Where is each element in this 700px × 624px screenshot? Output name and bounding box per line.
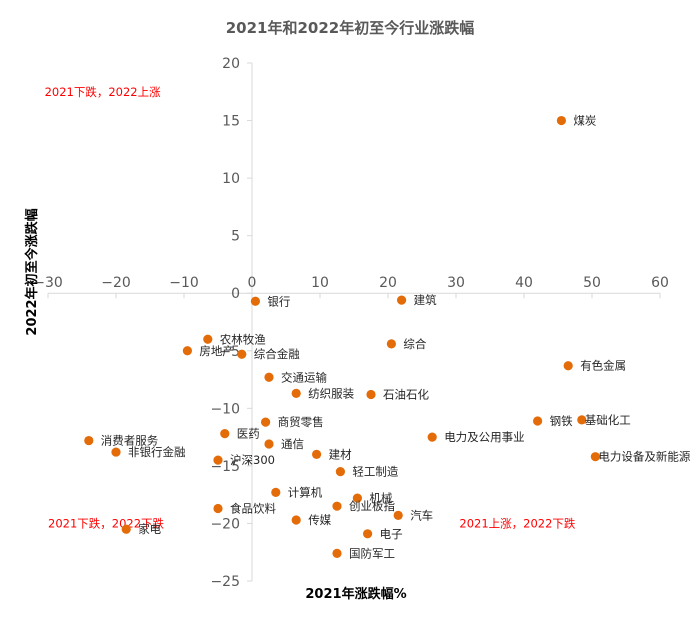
data-point bbox=[332, 501, 342, 511]
y-tick-label: 0 bbox=[231, 286, 240, 302]
axes bbox=[47, 62, 661, 582]
point-label: 纺织服装 bbox=[308, 386, 354, 400]
point-label: 综合 bbox=[403, 337, 426, 351]
point-label: 沪深300 bbox=[230, 453, 275, 467]
x-axis-title: 2021年涨跌幅% bbox=[305, 586, 406, 602]
point-label: 商贸零售 bbox=[278, 415, 324, 429]
x-tick-label: 50 bbox=[583, 275, 601, 291]
data-point bbox=[271, 487, 281, 497]
data-point bbox=[335, 467, 345, 477]
data-point bbox=[291, 388, 301, 398]
point-label: 非银行金融 bbox=[128, 445, 186, 459]
point-label: 电力设备及新能源 bbox=[598, 450, 690, 464]
point-label: 建材 bbox=[329, 447, 352, 461]
quadrant-annotation: 2021下跌，2022下跌 bbox=[48, 516, 165, 530]
data-point bbox=[393, 510, 403, 520]
data-point bbox=[203, 334, 213, 344]
point-label: 有色金属 bbox=[580, 359, 626, 373]
point-label: 机械 bbox=[369, 491, 392, 505]
y-tick-label: −20 bbox=[210, 516, 240, 532]
point-label: 电力及公用事业 bbox=[444, 430, 525, 444]
y-axis-title: 2022年初至今涨跌幅 bbox=[24, 208, 40, 335]
point-label: 基础化工 bbox=[585, 413, 631, 427]
point-label: 家电 bbox=[138, 522, 161, 536]
data-point bbox=[397, 295, 407, 305]
data-point bbox=[237, 349, 247, 359]
x-tick-label: 40 bbox=[515, 275, 533, 291]
data-point bbox=[563, 361, 573, 371]
data-point bbox=[352, 493, 362, 503]
data-point bbox=[332, 548, 342, 558]
point-label: 农林牧渔 bbox=[220, 332, 266, 346]
data-point bbox=[533, 416, 543, 426]
point-label: 银行 bbox=[267, 294, 290, 308]
x-tick-label: −20 bbox=[101, 275, 131, 291]
point-label: 电子 bbox=[380, 527, 403, 541]
x-tick-label: 0 bbox=[248, 275, 257, 291]
data-point bbox=[264, 439, 274, 449]
point-label: 计算机 bbox=[288, 485, 323, 499]
data-point bbox=[250, 296, 260, 306]
data-point bbox=[261, 417, 271, 427]
data-point bbox=[220, 429, 230, 439]
y-tick-label: 10 bbox=[222, 171, 240, 187]
x-tick-label: −30 bbox=[33, 275, 63, 291]
y-tick-label: 20 bbox=[222, 56, 240, 72]
data-point bbox=[427, 432, 437, 442]
data-point bbox=[213, 503, 223, 514]
data-point bbox=[264, 372, 274, 382]
point-label: 交通运输 bbox=[281, 370, 327, 384]
point-label: 医药 bbox=[237, 427, 260, 441]
point-label: 国防军工 bbox=[349, 546, 395, 560]
quadrant-annotation: 2021下跌，2022上涨 bbox=[45, 85, 162, 99]
data-point bbox=[590, 452, 601, 462]
y-tick-label: 5 bbox=[231, 229, 240, 245]
point-label: 综合金融 bbox=[254, 347, 300, 361]
data-point bbox=[121, 524, 131, 534]
data-point bbox=[363, 529, 373, 539]
data-points bbox=[84, 115, 601, 558]
data-point bbox=[577, 415, 587, 425]
point-label: 石油石化 bbox=[383, 388, 429, 402]
y-tick-label: −10 bbox=[210, 401, 240, 417]
data-point bbox=[291, 515, 301, 525]
x-tick-label: 20 bbox=[379, 275, 397, 291]
data-point bbox=[84, 435, 94, 446]
x-tick-label: 60 bbox=[651, 275, 669, 291]
point-label: 建筑 bbox=[414, 293, 437, 307]
point-label: 轻工制造 bbox=[352, 465, 398, 479]
x-tick-label: −10 bbox=[169, 275, 199, 291]
point-label: 汽车 bbox=[410, 508, 433, 522]
data-point bbox=[556, 115, 567, 126]
x-tick-label: 10 bbox=[311, 275, 329, 291]
point-label: 钢铁 bbox=[550, 414, 573, 428]
y-tick-label: −25 bbox=[210, 574, 240, 590]
quadrant-annotation: 2021上涨，2022下跌 bbox=[459, 516, 576, 530]
point-label: 煤炭 bbox=[573, 114, 596, 128]
point-label: 传媒 bbox=[308, 513, 331, 527]
y-tick-label: 15 bbox=[222, 114, 240, 130]
chart-title: 2021年和2022年初至今行业涨跌幅 bbox=[226, 19, 475, 37]
point-label: 房地产 bbox=[199, 344, 234, 358]
data-point bbox=[111, 447, 121, 457]
y-tick-label: −5 bbox=[219, 344, 240, 360]
data-point bbox=[213, 455, 223, 465]
x-tick-label: 30 bbox=[447, 275, 465, 291]
point-label: 食品饮料 bbox=[230, 501, 276, 515]
point-label: 通信 bbox=[281, 437, 304, 451]
data-point bbox=[182, 346, 192, 356]
data-point bbox=[312, 449, 322, 459]
quadrant-annotations: 2021下跌，2022上涨 2021下跌，2022下跌 2021上涨，2022下跌 bbox=[45, 85, 576, 531]
data-point bbox=[366, 389, 376, 400]
point-label: 消费者服务 bbox=[101, 434, 159, 448]
point-label: 创业板指 bbox=[349, 499, 395, 513]
data-point bbox=[386, 339, 396, 349]
